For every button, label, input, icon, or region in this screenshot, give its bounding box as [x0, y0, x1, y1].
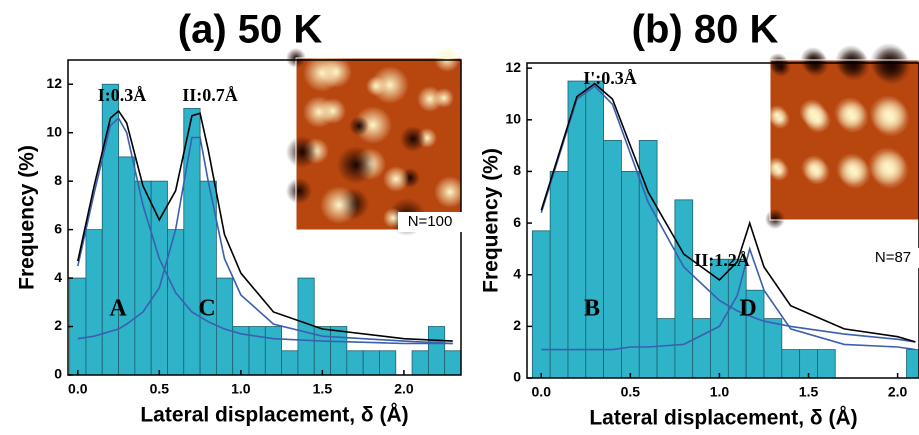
inset-spot: [400, 126, 426, 152]
x-tick-label: 0.0: [68, 381, 88, 397]
inset-spot: [869, 95, 907, 133]
n-label: N=87: [875, 249, 911, 266]
y-tick-label: 10: [505, 111, 521, 127]
y-axis-label: Frequency (%): [16, 145, 39, 290]
bar: [568, 81, 586, 378]
stm-inset: [286, 46, 466, 236]
x-tick-label: 1.0: [710, 384, 730, 400]
inset-spot: [337, 146, 375, 184]
inset-spot: [417, 86, 443, 112]
chart-title: (a) 50 K: [178, 8, 323, 52]
inset-spot: [349, 116, 369, 136]
bar: [693, 319, 711, 378]
y-tick-label: 12: [46, 75, 62, 91]
x-tick-label: 0.5: [621, 384, 641, 400]
annotation: B: [584, 296, 600, 322]
bar: [119, 157, 135, 375]
bar: [445, 351, 461, 375]
bar: [711, 259, 729, 378]
bar: [657, 319, 675, 378]
bar: [347, 351, 363, 375]
inset-spot: [834, 97, 866, 129]
annotation: D: [739, 296, 756, 322]
y-tick-label: 2: [54, 317, 62, 333]
bar: [249, 327, 265, 375]
inset-spot: [801, 155, 827, 181]
annotation: I':0.3Å: [583, 68, 637, 88]
inset-spot: [366, 76, 386, 96]
y-tick-label: 8: [54, 172, 62, 188]
bar: [604, 140, 622, 378]
inset-spot: [766, 157, 786, 177]
bar: [428, 327, 444, 375]
y-tick-label: 4: [513, 265, 521, 281]
y-tick-label: 6: [513, 214, 521, 230]
annotation: A: [109, 296, 127, 322]
bar: [135, 181, 151, 375]
x-tick-label: 2.0: [394, 381, 414, 397]
n-label: N=100: [408, 213, 453, 230]
bar: [184, 108, 200, 375]
annotation: II:0.7Å: [182, 85, 238, 105]
bar: [379, 351, 395, 375]
inset-spot: [835, 45, 867, 77]
bar: [363, 351, 379, 375]
bar: [817, 350, 835, 378]
bar: [331, 327, 347, 375]
bar: [314, 327, 330, 375]
x-tick-label: 1.5: [313, 381, 333, 397]
y-tick-label: 8: [513, 162, 521, 178]
y-tick-label: 0: [54, 366, 62, 382]
inset-spot: [765, 209, 785, 229]
y-tick-label: 2: [513, 317, 521, 333]
y-tick-label: 12: [505, 59, 521, 75]
inset-spot: [434, 46, 460, 72]
bar: [782, 350, 800, 378]
figure: (a) 50 K 0 2 4 6 8 10 12 0.0 0.5 1.0 1.5 2.0 Lateral …: [0, 0, 919, 435]
stm-inset: [765, 43, 919, 229]
inset-spot: [799, 99, 825, 125]
x-tick-label: 0.0: [532, 384, 552, 400]
y-tick-label: 4: [54, 269, 62, 285]
bar: [586, 81, 604, 378]
annotation: I:0.3Å: [98, 85, 147, 105]
x-tick-label: 0.5: [150, 381, 170, 397]
chart-title: (b) 80 K: [632, 8, 779, 52]
panel: (a) 50 K 0 2 4 6 8 10 12 0.0 0.5 1.0 1.5 2.0 Lateral …: [16, 8, 466, 427]
bar: [764, 319, 782, 378]
bar: [550, 171, 568, 378]
y-tick-label: 6: [54, 220, 62, 236]
panels: (a) 50 K 0 2 4 6 8 10 12 0.0 0.5 1.0 1.5 2.0 Lateral …: [16, 8, 919, 430]
y-axis-label: Frequency (%): [480, 148, 503, 293]
y-tick-label: 0: [513, 369, 521, 385]
inset-spot: [320, 186, 358, 224]
inset-spot: [383, 166, 409, 192]
bar: [265, 327, 281, 375]
x-tick-label: 2.0: [888, 384, 908, 400]
inset-spot: [870, 43, 908, 81]
inset-spot: [286, 178, 312, 204]
y-tick-label: 10: [46, 123, 62, 139]
bar: [282, 351, 298, 375]
bar: [532, 231, 550, 378]
x-axis-label: Lateral displacement, δ (Å): [140, 403, 408, 427]
x-tick-label: 1.5: [799, 384, 819, 400]
x-tick-label: 1.0: [231, 381, 251, 397]
inset-spot: [303, 96, 335, 128]
bar: [412, 351, 428, 375]
panel: (b) 80 K 0 2 4 6 8 10 12 0.0 0.5 1.0 1.5 2.0 Lateral …: [480, 8, 919, 430]
bar: [86, 230, 102, 375]
x-axis-label: Lateral displacement, δ (Å): [589, 406, 857, 430]
inset-spot: [868, 147, 906, 185]
inset-spot: [286, 136, 318, 168]
bar: [298, 278, 314, 375]
annotation: C: [198, 296, 215, 322]
bar: [675, 200, 693, 378]
annotation: II:1.2Å: [694, 250, 750, 270]
inset-spot: [836, 153, 868, 185]
bar: [907, 350, 919, 378]
